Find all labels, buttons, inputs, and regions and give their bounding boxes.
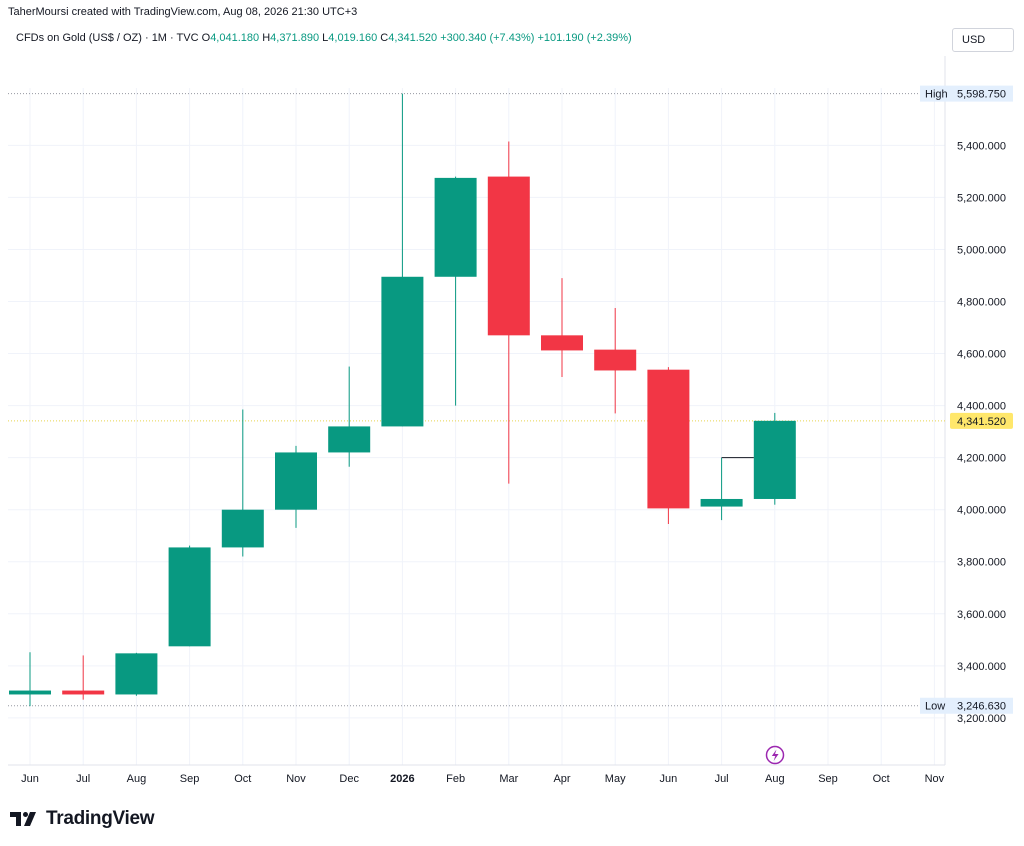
candle-body (487, 176, 530, 336)
candle-body (753, 420, 796, 499)
candle[interactable] (541, 278, 583, 377)
high-marker-value-box (950, 85, 1013, 102)
price-tick-label: 4,600.000 (957, 349, 1006, 361)
tradingview-logo[interactable]: TradingView (10, 808, 155, 830)
candle-body (9, 690, 51, 695)
price-tick-label: 4,200.000 (957, 453, 1006, 465)
candle-body (700, 498, 743, 507)
candle-body (62, 690, 105, 695)
time-tick-label: 2026 (390, 773, 414, 785)
candles[interactable] (9, 93, 796, 707)
open-label: O (201, 32, 211, 44)
price-tick-label: 4,400.000 (957, 401, 1006, 413)
time-tick-label: Apr (553, 773, 570, 785)
candle[interactable] (381, 93, 424, 427)
low-marker-label-box (920, 697, 950, 714)
time-tick-label: Sep (180, 773, 200, 785)
candle-body (434, 177, 477, 277)
candle-body (541, 335, 583, 351)
candle-body (381, 276, 424, 427)
low-marker-label: Low (925, 701, 945, 713)
low-value: 4,019.160 (328, 32, 378, 44)
time-tick-label: Aug (765, 773, 785, 785)
candle[interactable] (275, 445, 317, 528)
chart-attribution: TaherMoursi created with TradingView.com… (8, 6, 358, 18)
candle-body (647, 369, 690, 509)
high-marker-label: High (925, 89, 948, 101)
candle-body (275, 452, 317, 510)
candle-body (328, 426, 371, 453)
time-tick-label: Mar (499, 773, 518, 785)
low-label: L (322, 32, 329, 44)
last-price-label: 4,341.520 (957, 416, 1006, 428)
price-axis[interactable]: 3,200.000 3,400.000 3,600.000 3,800.000 4,00… (920, 85, 1013, 725)
brand-wordmark: TradingView (46, 808, 155, 829)
price-tick-label: 5,200.000 (957, 192, 1006, 204)
close-value: 4,341.520 (388, 32, 438, 44)
high-value: 4,371.890 (270, 32, 320, 44)
high-label: H (262, 32, 271, 44)
candle-body (115, 653, 158, 695)
price-tick-label: 3,200.000 (957, 713, 1006, 725)
candle-body (221, 509, 264, 548)
time-tick-label: Oct (234, 773, 251, 785)
candle[interactable] (328, 366, 371, 467)
price-tick-label: 5,000.000 (957, 244, 1006, 256)
last-price-tag (950, 412, 1013, 429)
candle[interactable] (753, 412, 796, 505)
time-tick-label: Jun (21, 773, 39, 785)
change-value: +300.340 (+7.43%) (440, 32, 535, 44)
symbol-title[interactable]: CFDs on Gold (US$ / OZ) · 1M · TVC (16, 32, 199, 44)
low-marker-value: 3,246.630 (957, 701, 1006, 713)
time-tick-label: Feb (446, 773, 465, 785)
time-tick-label: Jun (660, 773, 678, 785)
time-tick-label: Sep (818, 773, 838, 785)
time-tick-label: May (605, 773, 626, 785)
low-marker-value-box (950, 697, 1013, 714)
time-tick-label: Oct (873, 773, 890, 785)
candle[interactable] (434, 176, 477, 406)
price-tick-label: 5,400.000 (957, 140, 1006, 152)
candle[interactable] (168, 545, 211, 647)
tradingview-logo-icon (10, 812, 36, 826)
time-tick-label: Nov (925, 773, 945, 785)
candle[interactable] (9, 652, 51, 707)
currency-button[interactable]: USD (952, 28, 1014, 52)
time-tick-label: Nov (286, 773, 306, 785)
time-tick-label: Jul (76, 773, 90, 785)
open-value: 4,041.180 (210, 32, 260, 44)
candle[interactable] (594, 308, 637, 414)
event-icon[interactable] (765, 745, 785, 765)
candle[interactable] (487, 141, 530, 484)
change-secondary-value: +101.190 (+2.39%) (537, 32, 632, 44)
candle[interactable] (700, 457, 743, 521)
candle-body (594, 349, 637, 371)
symbol-legend: CFDs on Gold (US$ / OZ) · 1M · TVC O4,04… (16, 32, 632, 44)
price-tick-label: 3,800.000 (957, 557, 1006, 569)
price-tick-label: 4,800.000 (957, 297, 1006, 309)
candle[interactable] (115, 652, 158, 696)
high-marker-label-box (920, 85, 950, 102)
time-axis[interactable]: Jun Jul Aug Sep Oct Nov Dec 2026 Feb Mar Apr May Jun… (21, 773, 945, 785)
candle[interactable] (62, 655, 105, 700)
time-tick-label: Aug (127, 773, 147, 785)
time-tick-label: Dec (339, 773, 359, 785)
price-tick-label: 3,600.000 (957, 609, 1006, 621)
close-label: C (380, 32, 389, 44)
price-tick-label: 3,400.000 (957, 661, 1006, 673)
candle[interactable] (647, 367, 690, 525)
high-marker-value: 5,598.750 (957, 89, 1006, 101)
candle-body (168, 547, 211, 647)
candle[interactable] (221, 409, 264, 557)
price-tick-label: 4,000.000 (957, 505, 1006, 517)
time-tick-label: Jul (715, 773, 729, 785)
